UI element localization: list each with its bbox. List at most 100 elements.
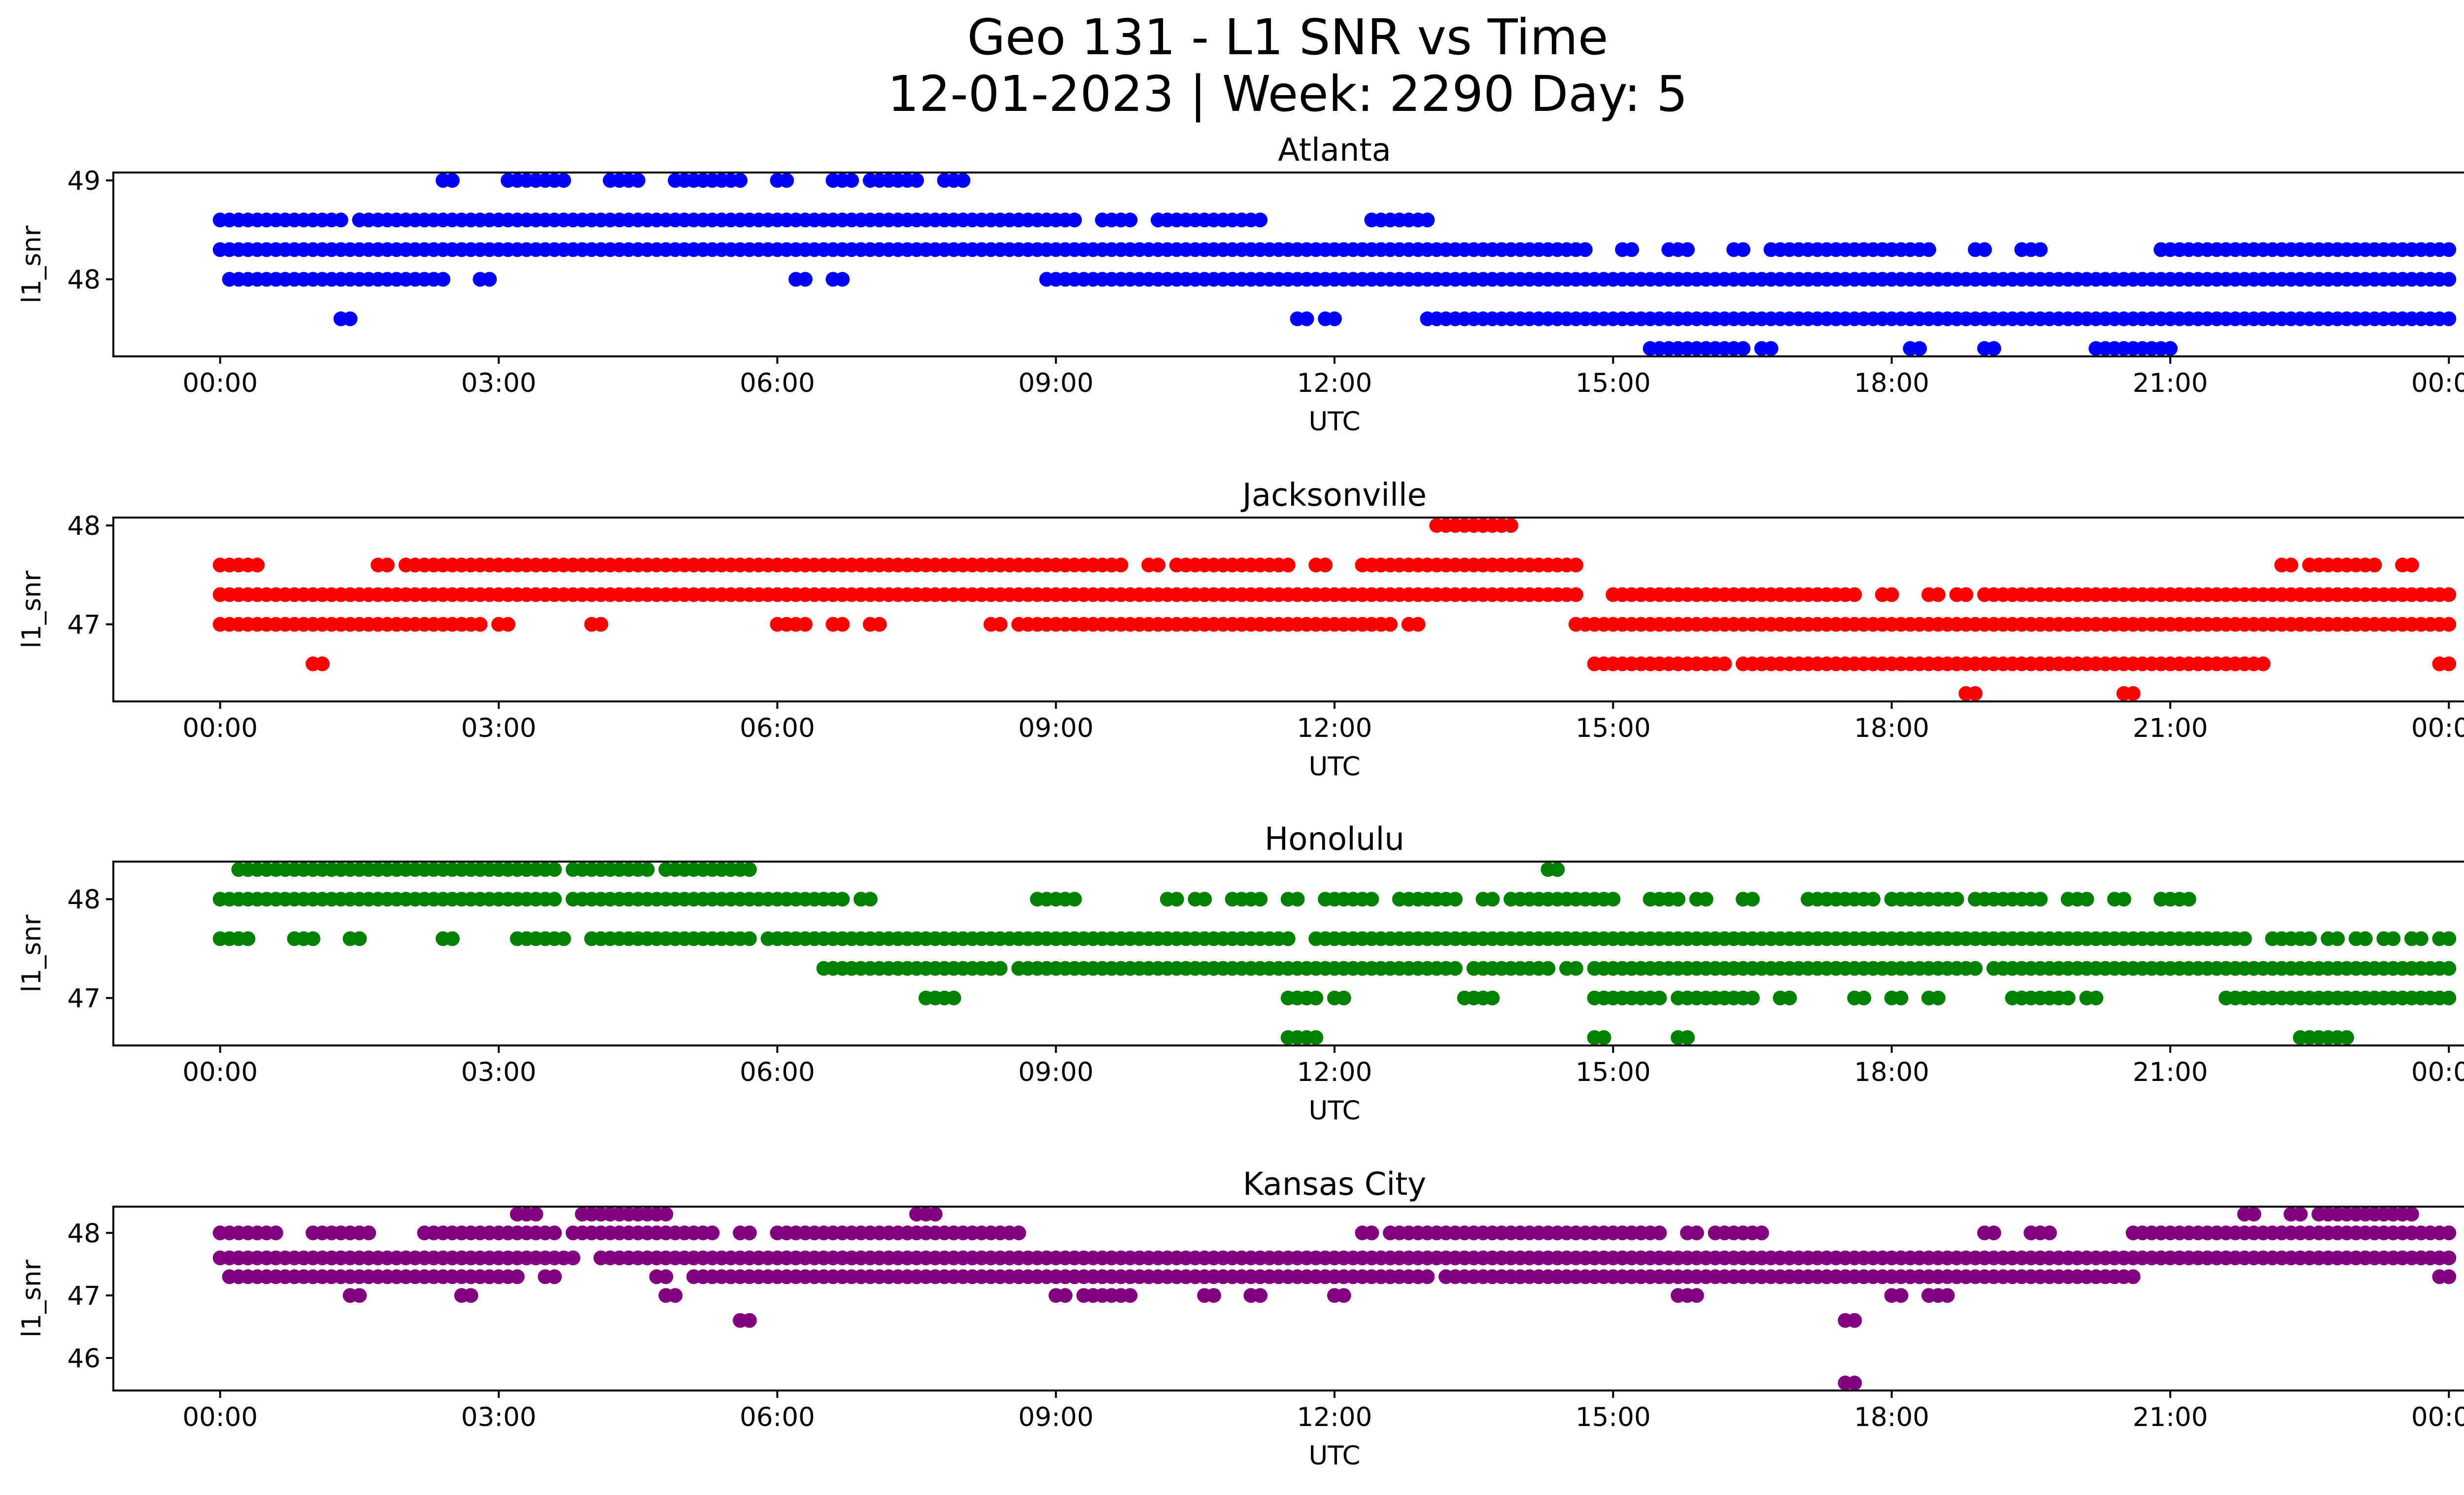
data-point xyxy=(547,892,562,907)
data-point xyxy=(1884,587,1899,602)
data-point xyxy=(1448,892,1463,907)
data-point xyxy=(1420,212,1435,228)
data-point xyxy=(1893,990,1909,1006)
x-tick-label: 15:00 xyxy=(1575,713,1651,743)
data-point xyxy=(1736,242,1751,257)
data-point xyxy=(1930,990,1946,1006)
data-point xyxy=(1280,931,1296,946)
data-point xyxy=(742,1313,757,1328)
data-point xyxy=(1930,587,1946,602)
data-point xyxy=(250,557,265,573)
axes-frame xyxy=(112,861,2464,1046)
subplot-title: Jacksonville xyxy=(1240,477,1427,514)
data-point xyxy=(2441,961,2457,976)
x-tick-label: 03:00 xyxy=(461,713,537,743)
subplot-0: Atlanta 00:00 03:00 06:00 09:00 12:00 15:00 18:… xyxy=(17,132,2464,437)
data-point xyxy=(1782,990,1797,1006)
x-tick-label: 00:00 xyxy=(182,1057,258,1087)
data-point xyxy=(1847,1313,1862,1328)
data-point xyxy=(1568,587,1583,602)
data-point xyxy=(2441,617,2457,632)
data-point xyxy=(2441,1225,2457,1241)
data-point xyxy=(992,961,1008,976)
subplot-title: Kansas City xyxy=(1243,1166,1426,1203)
data-point xyxy=(2386,931,2401,946)
x-tick-label: 09:00 xyxy=(1018,368,1094,398)
data-point xyxy=(2237,931,2252,946)
y-tick-label: 48 xyxy=(68,265,101,295)
data-point xyxy=(2441,1269,2457,1285)
data-point xyxy=(1736,341,1751,356)
data-point xyxy=(1383,617,1398,632)
subplot-1: Jacksonville 00:00 03:00 06:00 09:00 12:00 15:… xyxy=(17,477,2464,782)
subplot-title: Honolulu xyxy=(1265,821,1404,858)
data-point xyxy=(835,617,850,632)
data-point xyxy=(1540,961,1556,976)
data-point xyxy=(1689,1225,1704,1241)
data-point xyxy=(640,862,655,877)
data-point xyxy=(556,931,571,946)
figure-title-line2: 12-01-2023 | Week: 2290 Day: 5 xyxy=(888,65,1687,123)
data-point xyxy=(742,931,757,946)
x-tick-label: 21:00 xyxy=(2133,713,2208,743)
data-point xyxy=(352,1288,367,1303)
data-point xyxy=(565,1251,581,1265)
data-point xyxy=(2116,892,2131,907)
x-tick-label: 06:00 xyxy=(740,713,815,743)
data-point xyxy=(797,272,813,287)
x-tick-label: 21:00 xyxy=(2133,368,2208,398)
data-point xyxy=(1652,1225,1667,1241)
data-point xyxy=(352,931,367,946)
x-tick-label: 12:00 xyxy=(1297,1402,1372,1432)
data-point xyxy=(1698,892,1713,907)
data-point xyxy=(333,212,348,228)
data-point xyxy=(510,1269,525,1285)
data-point xyxy=(733,173,748,188)
data-point xyxy=(797,617,813,632)
x-tick-label: 18:00 xyxy=(1854,1057,1929,1087)
data-point xyxy=(1577,242,1593,257)
x-tick-label: 00:00 xyxy=(182,368,258,398)
data-point xyxy=(2163,341,2178,356)
y-tick-label: 48 xyxy=(68,511,101,541)
data-point xyxy=(240,931,256,946)
data-point xyxy=(1940,1288,1955,1303)
data-point xyxy=(1568,557,1583,573)
y-tick-label: 48 xyxy=(68,885,101,915)
y-tick-label: 47 xyxy=(68,610,101,640)
data-point xyxy=(658,1269,674,1285)
figure-title-line1: Geo 131 - L1 SNR vs Time xyxy=(967,8,1608,66)
data-point xyxy=(1253,1288,1268,1303)
x-tick-label: 18:00 xyxy=(1854,368,1929,398)
data-point xyxy=(556,173,571,188)
data-point xyxy=(1568,961,1583,976)
data-point xyxy=(2246,1207,2261,1222)
x-tick-label: 06:00 xyxy=(740,1057,815,1087)
x-tick-label: 09:00 xyxy=(1018,1402,1094,1432)
data-point xyxy=(1169,892,1184,907)
data-point xyxy=(2441,587,2457,602)
scatter-series xyxy=(212,862,2457,1045)
data-point xyxy=(1253,892,1268,907)
data-point xyxy=(1011,1225,1027,1241)
data-point xyxy=(2404,557,2419,573)
data-point xyxy=(1921,242,1936,257)
data-point xyxy=(379,557,395,573)
data-point xyxy=(1958,587,1974,602)
data-point xyxy=(306,931,321,946)
data-point xyxy=(1485,990,1500,1006)
data-point xyxy=(658,1207,674,1222)
data-point xyxy=(668,1288,683,1303)
data-point xyxy=(1318,557,1333,573)
data-point xyxy=(528,1207,544,1222)
data-point xyxy=(1680,1030,1695,1045)
data-point xyxy=(2441,931,2457,946)
data-point xyxy=(361,1225,376,1241)
data-point xyxy=(1485,892,1500,907)
data-point xyxy=(1856,990,1872,1006)
x-tick-label: 00:00 xyxy=(2411,713,2464,743)
data-point xyxy=(1689,1288,1704,1303)
x-tick-label: 03:00 xyxy=(461,1402,537,1432)
data-point xyxy=(473,617,488,632)
data-point xyxy=(2181,892,2196,907)
